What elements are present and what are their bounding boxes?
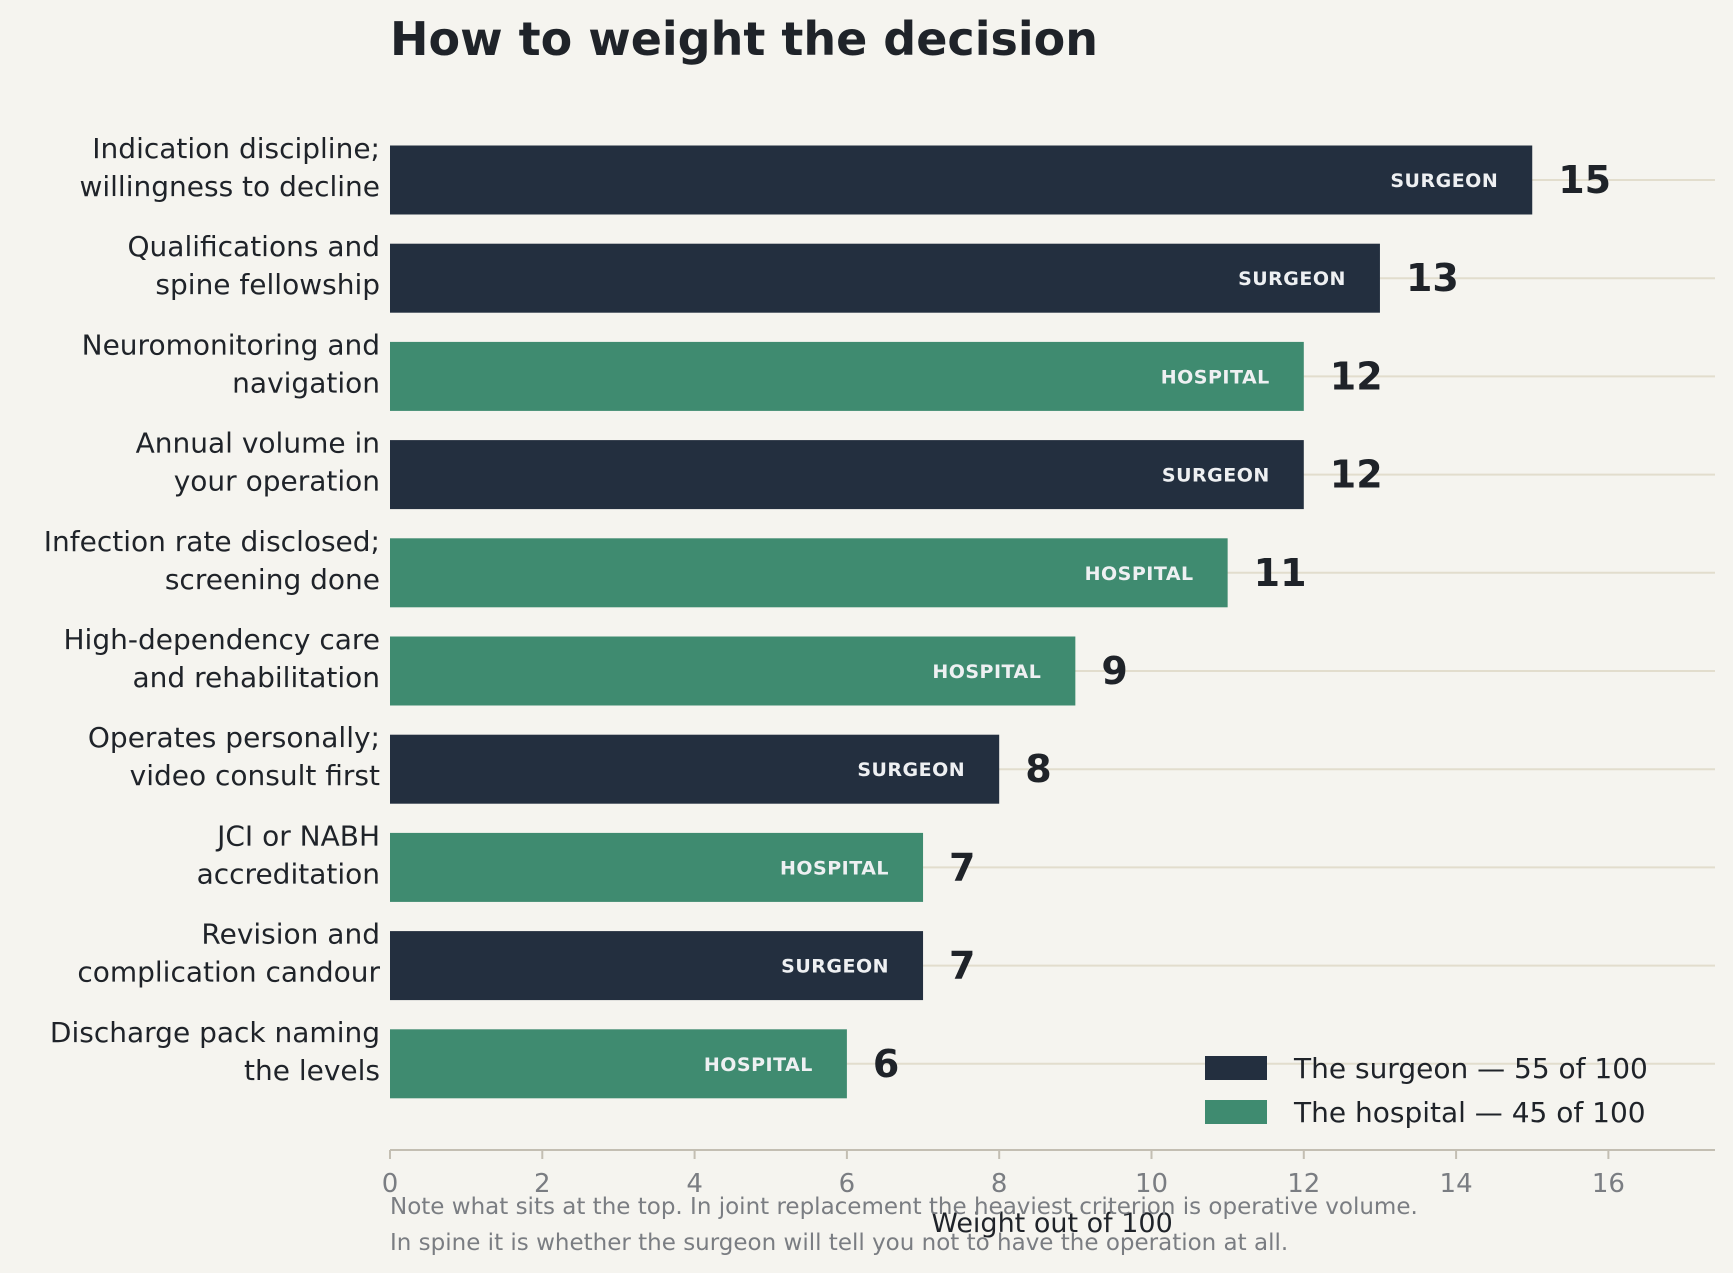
x-tick-label: 6 xyxy=(839,1169,856,1199)
category-label-line: navigation xyxy=(232,366,380,399)
category-label-line: video consult first xyxy=(130,759,380,792)
legend-swatch-hospital xyxy=(1205,1100,1267,1124)
x-tick-label: 12 xyxy=(1287,1169,1320,1199)
bar-group-tag: SURGEON xyxy=(781,956,889,978)
category-label-line: willingness to decline xyxy=(79,170,380,203)
bar-hospital xyxy=(390,832,924,902)
bar-group-tag: HOSPITAL xyxy=(1085,563,1194,585)
category-label-line: Revision and xyxy=(201,918,380,951)
x-tick-label: 14 xyxy=(1440,1169,1473,1199)
chart-notes: Note what sits at the top. In joint repl… xyxy=(390,1194,1418,1256)
category-label-line: screening done xyxy=(165,563,380,596)
category-label: Infection rate disclosed; screening done xyxy=(44,525,380,596)
category-label-line: Annual volume in xyxy=(136,427,380,460)
x-tick-label: 2 xyxy=(534,1169,551,1199)
category-label-line: spine fellowship xyxy=(155,268,380,301)
bar-hospital xyxy=(390,1029,847,1099)
category-label-line: Indication discipline; xyxy=(92,132,380,165)
bar-surgeon xyxy=(390,440,1304,510)
category-label: High-dependency care and rehabilitation xyxy=(64,623,381,694)
chart-title: How to weight the decision xyxy=(390,12,1098,66)
x-axis: 0 2 4 6 8 10 12 14 16 xyxy=(382,1149,1715,1199)
bar-surgeon xyxy=(390,243,1380,313)
legend-label: The surgeon — 55 of 100 xyxy=(1293,1052,1648,1085)
legend-swatch-surgeon xyxy=(1205,1056,1267,1080)
bar-value-label: 11 xyxy=(1254,551,1307,595)
category-label: Neuromonitoring and navigation xyxy=(82,328,380,399)
category-label-line: JCI or NABH xyxy=(215,819,380,852)
footnote-line: In spine it is whether the surgeon will … xyxy=(390,1230,1288,1256)
category-label-line: and rehabilitation xyxy=(133,661,381,694)
bar-value-label: 7 xyxy=(949,944,975,988)
category-label-line: Discharge pack naming xyxy=(50,1016,380,1049)
bar-value-label: 12 xyxy=(1330,453,1383,497)
category-label: Indication discipline; willingness to dec… xyxy=(79,132,380,203)
bar-hospital xyxy=(390,636,1076,706)
bar-group-tag: SURGEON xyxy=(1162,465,1270,487)
category-label: Qualifications and spine fellowship xyxy=(128,230,381,301)
category-label: Revision and complication candour xyxy=(77,918,380,989)
bar-value-label: 7 xyxy=(949,845,975,889)
category-label: JCI or NABH accreditation xyxy=(197,819,380,890)
bar-value-label: 9 xyxy=(1101,649,1127,693)
bar-surgeon xyxy=(390,931,924,1001)
bar-value-label: 8 xyxy=(1025,747,1051,791)
bar-surgeon xyxy=(390,145,1533,215)
x-tick-label: 8 xyxy=(991,1169,1008,1199)
category-label-line: Qualifications and xyxy=(128,230,381,263)
category-label-line: Operates personally; xyxy=(88,721,380,754)
legend: The surgeon — 55 of 100 The hospital — 45… xyxy=(1205,1052,1648,1129)
bar-group-tag: HOSPITAL xyxy=(704,1054,813,1076)
bar-value-label: 13 xyxy=(1406,256,1459,300)
bar-value-label: 12 xyxy=(1330,354,1383,398)
x-axis-label: Weight out of 100 xyxy=(931,1208,1173,1239)
category-label: Operates personally; video consult first xyxy=(88,721,380,792)
bar-group-tag: HOSPITAL xyxy=(780,857,889,879)
category-label-line: accreditation xyxy=(197,857,380,890)
bar-surgeon xyxy=(390,734,1000,804)
category-label: Annual volume in your operation xyxy=(136,427,380,498)
footnote-line: Note what sits at the top. In joint repl… xyxy=(390,1194,1418,1220)
legend-label: The hospital — 45 of 100 xyxy=(1293,1096,1646,1129)
bar-group-tag: HOSPITAL xyxy=(932,661,1041,683)
category-label-line: complication candour xyxy=(77,956,380,989)
bar-value-label: 15 xyxy=(1558,158,1611,202)
bar-hospital xyxy=(390,538,1228,608)
category-label-line: Neuromonitoring and xyxy=(82,328,380,361)
bar-group-tag: HOSPITAL xyxy=(1161,366,1270,388)
x-tick-label: 4 xyxy=(686,1169,703,1199)
bar-group-tag: SURGEON xyxy=(1238,268,1346,290)
x-tick-label: 10 xyxy=(1135,1169,1168,1199)
category-label: Discharge pack naming the levels xyxy=(50,1016,380,1087)
category-label-line: the levels xyxy=(244,1054,380,1087)
category-label-line: your operation xyxy=(174,465,380,498)
x-tick-label: 0 xyxy=(382,1169,399,1199)
x-tick-label: 16 xyxy=(1592,1169,1625,1199)
bar-hospital xyxy=(390,341,1304,411)
bar-group-tag: SURGEON xyxy=(857,759,965,781)
category-label-line: High-dependency care xyxy=(64,623,381,656)
bar-group-tag: SURGEON xyxy=(1390,170,1498,192)
category-labels: Indication discipline; willingness to dec… xyxy=(44,132,381,1087)
bar-value-label: 6 xyxy=(873,1042,899,1086)
bars-group: SURGEON 15 SURGEON 13 HOSPITAL 12 SURGEON 12 HOS… xyxy=(390,145,1611,1099)
category-label-line: Infection rate disclosed; xyxy=(44,525,380,558)
